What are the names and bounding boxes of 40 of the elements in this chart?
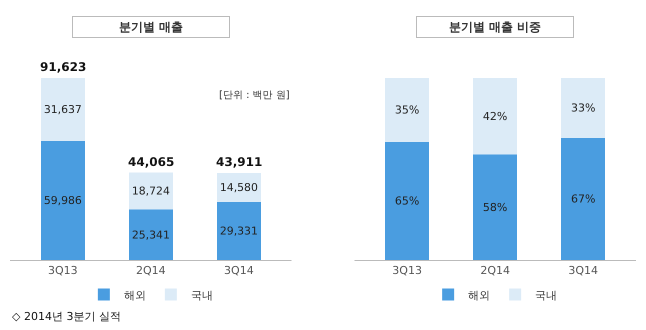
bar xyxy=(128,210,173,260)
chart-title: 분기별 매출 비중 xyxy=(448,20,542,34)
legend-label: 해외 xyxy=(124,288,146,302)
data-label: 67% xyxy=(570,192,596,206)
x-tick-label: 3Q13 xyxy=(48,264,78,278)
bar xyxy=(40,140,85,260)
annotation: [단위 : 백만 원] xyxy=(219,90,290,101)
bar xyxy=(473,78,518,155)
total-label: 44,065 xyxy=(128,155,174,169)
bar xyxy=(561,138,606,260)
data-label: 31,637 xyxy=(44,103,82,116)
bar xyxy=(40,78,85,141)
data-label: 59,986 xyxy=(44,194,82,207)
data-label: 14,580 xyxy=(220,180,258,194)
bar xyxy=(473,154,518,260)
bar xyxy=(385,78,430,142)
chart-title: 분기별 매출 xyxy=(118,20,184,34)
bar xyxy=(216,202,261,260)
legend-label: 국내 xyxy=(535,288,558,302)
data-label: 35% xyxy=(394,104,420,116)
data-label: 42% xyxy=(482,110,508,123)
data-label: 29,331 xyxy=(220,224,258,238)
data-label: 58% xyxy=(482,200,508,214)
x-tick-label: 2Q14 xyxy=(480,264,510,278)
bar xyxy=(385,142,430,260)
total-label: 43,911 xyxy=(216,155,262,169)
x-tick-label: 3Q13 xyxy=(392,264,422,278)
data-label: 33% xyxy=(570,102,596,115)
bar xyxy=(128,172,173,210)
x-tick-label: 2Q14 xyxy=(136,264,166,278)
x-tick-label: 3Q14 xyxy=(224,264,254,278)
legend-label: 국내 xyxy=(190,288,213,302)
data-label: 65% xyxy=(394,194,420,208)
data-label: 25,341 xyxy=(132,228,170,242)
text: ◇ 2014년 3분기 실적 xyxy=(12,310,121,323)
data-label: 18,724 xyxy=(132,184,170,198)
bar xyxy=(561,78,606,138)
x-tick-label: 3Q14 xyxy=(568,264,598,278)
total-label: 91,623 xyxy=(40,60,86,74)
legend-label: 해외 xyxy=(468,288,490,302)
